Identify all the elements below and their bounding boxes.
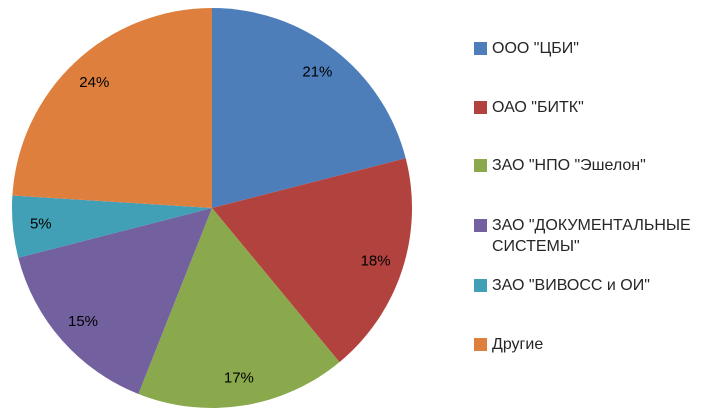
- legend-label: ОАО "БИТК": [492, 99, 584, 116]
- legend-swatch: [474, 338, 487, 351]
- pie-slice[interactable]: [212, 8, 406, 208]
- pie-slice-label: 5%: [30, 216, 52, 233]
- pie-slice-label: 18%: [361, 253, 391, 270]
- legend-swatch: [474, 159, 487, 172]
- legend-label: ООО "ЦБИ": [492, 40, 579, 57]
- legend-item[interactable]: Другие: [474, 334, 543, 355]
- pie-slice[interactable]: [18, 208, 213, 394]
- legend-swatch: [474, 101, 487, 114]
- legend-item[interactable]: ЗАО "ДОКУМЕНТАЛЬНЫЕ СИСТЕМЫ": [474, 215, 700, 257]
- legend-swatch: [474, 219, 487, 232]
- pie-slice-label: 17%: [224, 369, 254, 386]
- legend-swatch: [474, 279, 487, 292]
- pie-slice[interactable]: [138, 208, 340, 408]
- legend-label: ЗАО "ДОКУМЕНТАЛЬНЫЕ СИСТЕМЫ": [492, 217, 691, 255]
- legend-item[interactable]: ЗАО "ВИВОСС и ОИ": [474, 275, 650, 296]
- legend-item[interactable]: ООО "ЦБИ": [474, 38, 579, 59]
- legend-label: Другие: [492, 336, 544, 353]
- pie-slice[interactable]: [12, 7, 213, 208]
- pie-slice-label: 24%: [79, 74, 109, 91]
- pie-slice[interactable]: [11, 195, 212, 258]
- pie-chart: 21% 18% 17% 15% 5% 24%: [11, 7, 413, 408]
- legend: ООО "ЦБИ" ОАО "БИТК" ЗАО "НПО "Эшелон" ЗАО …: [474, 0, 702, 418]
- legend-swatch: [474, 42, 487, 55]
- pie-slice-label: 21%: [302, 64, 332, 81]
- legend-label: ЗАО "НПО "Эшелон": [492, 157, 646, 174]
- legend-label: ЗАО "ВИВОСС и ОИ": [492, 277, 650, 294]
- pie-slice-label: 15%: [68, 313, 98, 330]
- legend-item[interactable]: ЗАО "НПО "Эшелон": [474, 155, 646, 176]
- legend-item[interactable]: ОАО "БИТК": [474, 97, 584, 118]
- pie-slice[interactable]: [212, 158, 413, 363]
